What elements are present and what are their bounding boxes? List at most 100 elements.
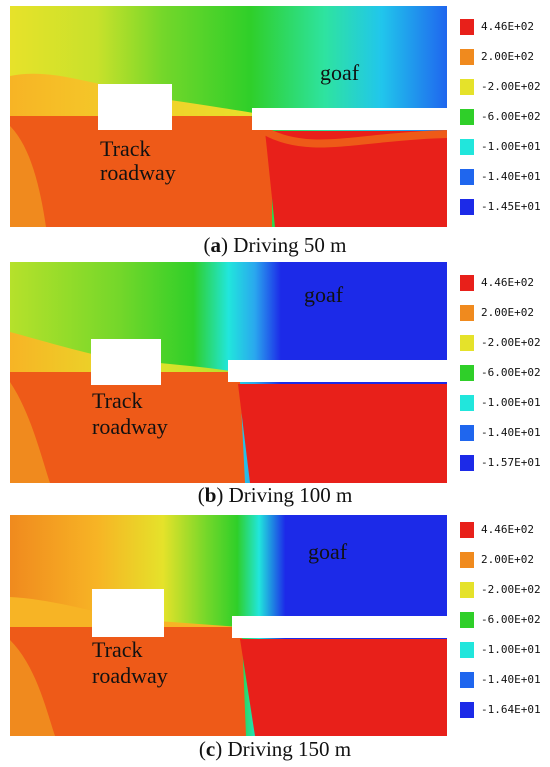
track-roadway-block: [92, 589, 164, 637]
caption-text: Driving 50 m: [228, 233, 347, 257]
legend-value: -1.40E+01: [481, 673, 541, 686]
legend-value: -1.45E+01: [481, 200, 541, 213]
caption-letter: c: [205, 737, 216, 761]
legend-value: -1.00E+01: [481, 140, 541, 153]
caption-letter: b: [204, 483, 217, 507]
caption-a: (a) Driving 50 m: [203, 233, 347, 257]
legend-b: 4.46E+02 2.00E+02 -2.00E+02 -6.00E+02 -1…: [460, 267, 550, 485]
transition-band: [10, 597, 240, 627]
contour-plot-a: [10, 6, 447, 227]
left-edge-zone: [10, 126, 46, 227]
legend-swatch: [460, 139, 474, 155]
lower-right-zone: [265, 131, 447, 227]
panel-a: goaf Track roadway 4.46E+02 2.00E+02 -2.…: [0, 6, 550, 257]
goaf-label: goaf: [320, 60, 360, 85]
lower-left-zone: [10, 372, 245, 483]
legend-swatch: [460, 642, 474, 658]
caption-c: (c) Driving 150 m: [198, 737, 352, 761]
roadway-label: roadway: [92, 414, 168, 439]
legend-swatch: [460, 79, 474, 95]
goaf-roadway-block: [232, 616, 447, 638]
legend-c: 4.46E+02 2.00E+02 -2.00E+02 -6.00E+02 -1…: [460, 520, 550, 738]
legend-row: 2.00E+02: [460, 49, 550, 67]
legend-swatch: [460, 395, 474, 411]
legend-row: -1.40E+01: [460, 672, 550, 690]
legend-value: -2.00E+02: [481, 336, 541, 349]
track-roadway-block: [91, 339, 161, 385]
legend-swatch: [460, 109, 474, 125]
contour-edge: [263, 127, 447, 148]
caption-text: Driving 150 m: [222, 737, 352, 761]
legend-value: -1.00E+01: [481, 643, 541, 656]
legend-row: -6.00E+02: [460, 109, 550, 127]
legend-swatch: [460, 612, 474, 628]
caption-b: (b) Driving 100 m: [197, 483, 353, 507]
caption-letter: a: [210, 233, 222, 257]
legend-row: -1.45E+01: [460, 199, 550, 217]
legend-swatch: [460, 552, 474, 568]
legend-row: -1.40E+01: [460, 425, 550, 443]
legend-swatch: [460, 19, 474, 35]
legend-row: -1.57E+01: [460, 455, 550, 473]
legend-row: -1.00E+01: [460, 642, 550, 660]
track-roadway-block: [98, 84, 172, 130]
goaf-roadway-block: [228, 360, 447, 382]
legend-swatch: [460, 275, 474, 291]
legend-value: -2.00E+02: [481, 80, 541, 93]
legend-row: -1.64E+01: [460, 702, 550, 720]
legend-swatch: [460, 522, 474, 538]
legend-row: 2.00E+02: [460, 305, 550, 323]
legend-swatch: [460, 305, 474, 321]
legend-row: -1.00E+01: [460, 395, 550, 413]
goaf-roadway-block: [252, 108, 447, 130]
legend-row: -2.00E+02: [460, 79, 550, 97]
legend-value: 4.46E+02: [481, 276, 534, 289]
legend-value: 4.46E+02: [481, 523, 534, 536]
caption-text: Driving 100 m: [223, 483, 353, 507]
legend-value: -1.40E+01: [481, 426, 541, 439]
legend-row: -6.00E+02: [460, 612, 550, 630]
legend-value: -1.40E+01: [481, 170, 541, 183]
transition-band: [10, 332, 235, 372]
legend-swatch: [460, 455, 474, 471]
legend-row: -1.40E+01: [460, 169, 550, 187]
left-edge-zone: [10, 382, 50, 483]
legend-row: 4.46E+02: [460, 522, 550, 540]
goaf-label: goaf: [308, 539, 348, 564]
contour-plot-c: [10, 515, 447, 736]
lower-right-zone: [238, 384, 447, 483]
track-label: Track: [100, 136, 151, 161]
legend-swatch: [460, 582, 474, 598]
legend-value: 2.00E+02: [481, 306, 534, 319]
contour-plot-b: [10, 262, 447, 483]
legend-row: 4.46E+02: [460, 275, 550, 293]
goaf-label: goaf: [304, 282, 344, 307]
legend-row: -6.00E+02: [460, 365, 550, 383]
legend-swatch: [460, 702, 474, 718]
legend-value: -1.57E+01: [481, 456, 541, 469]
left-edge-zone: [10, 640, 55, 736]
track-label: Track: [92, 637, 143, 662]
legend-value: -6.00E+02: [481, 613, 541, 626]
legend-swatch: [460, 199, 474, 215]
legend-row: -1.00E+01: [460, 139, 550, 157]
legend-value: -6.00E+02: [481, 110, 541, 123]
legend-swatch: [460, 672, 474, 688]
legend-a: 4.46E+02 2.00E+02 -2.00E+02 -6.00E+02 -1…: [460, 11, 550, 229]
roadway-label: roadway: [100, 160, 176, 185]
legend-value: -1.64E+01: [481, 703, 541, 716]
panel-c: goaf Track roadway 4.46E+02 2.00E+02 -2.…: [0, 515, 550, 765]
legend-swatch: [460, 425, 474, 441]
roadway-label: roadway: [92, 663, 168, 688]
legend-swatch: [460, 365, 474, 381]
legend-value: 2.00E+02: [481, 50, 534, 63]
legend-row: 4.46E+02: [460, 19, 550, 37]
legend-row: 2.00E+02: [460, 552, 550, 570]
legend-swatch: [460, 169, 474, 185]
legend-value: 4.46E+02: [481, 20, 534, 33]
legend-value: 2.00E+02: [481, 553, 534, 566]
legend-value: -6.00E+02: [481, 366, 541, 379]
panel-b: goaf Track roadway 4.46E+02 2.00E+02 -2.…: [0, 262, 550, 512]
legend-row: -2.00E+02: [460, 335, 550, 353]
legend-swatch: [460, 335, 474, 351]
